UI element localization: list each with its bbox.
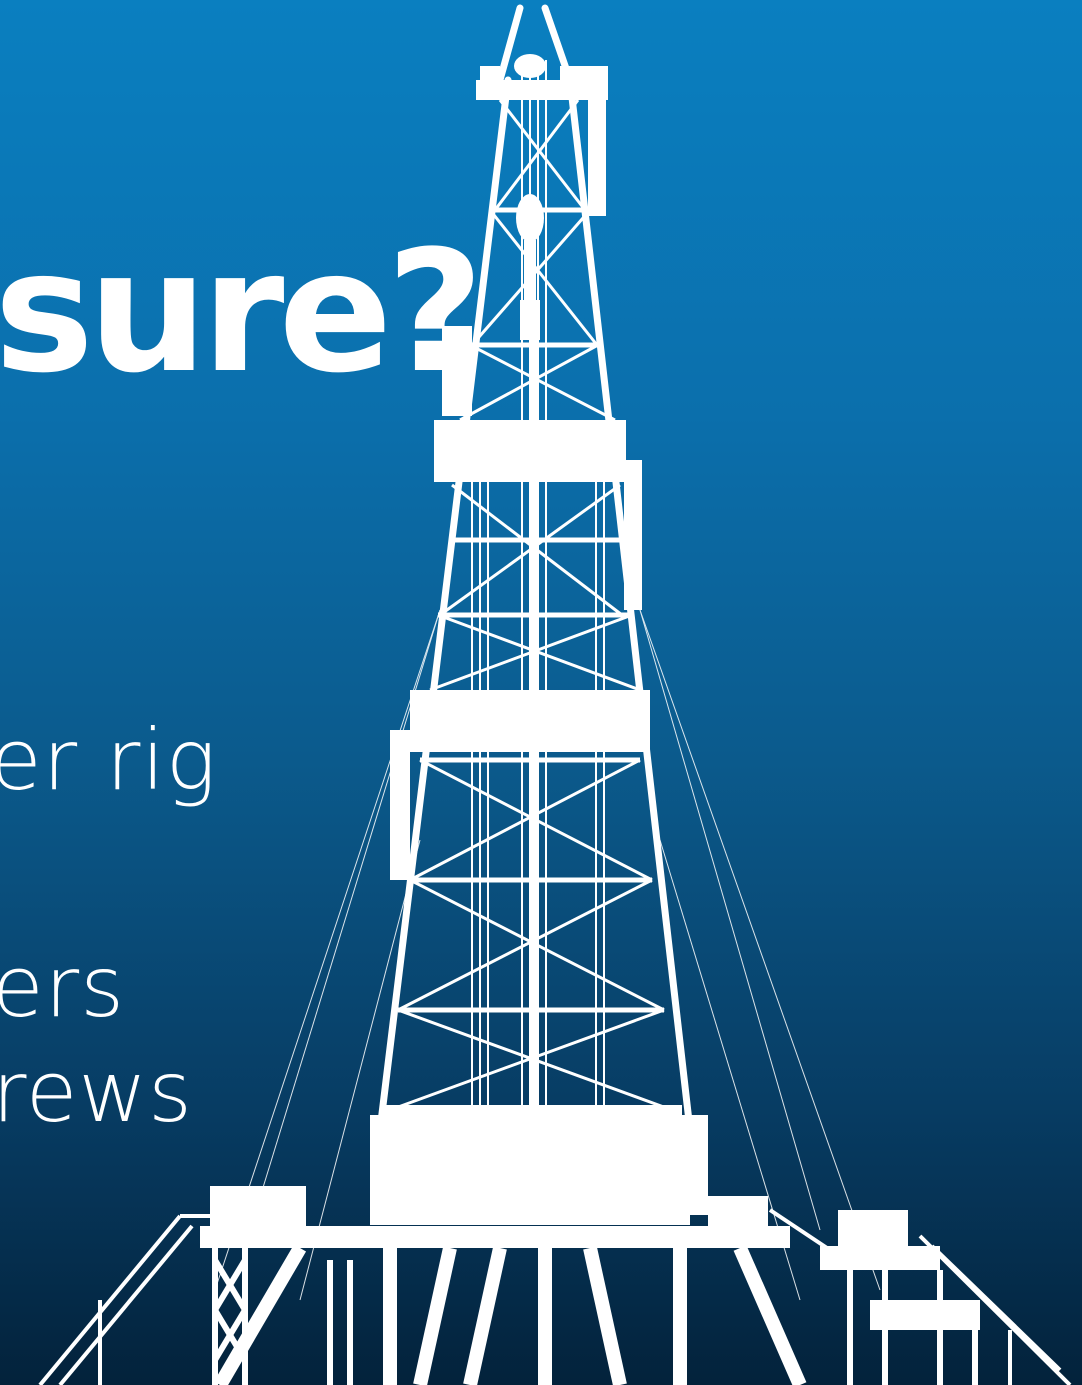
- bullet-line-2: ers: [0, 938, 125, 1036]
- bullet-line-3: rews: [0, 1043, 193, 1141]
- headline: sure?: [0, 214, 484, 410]
- bullet-line-1: er rig: [0, 711, 218, 809]
